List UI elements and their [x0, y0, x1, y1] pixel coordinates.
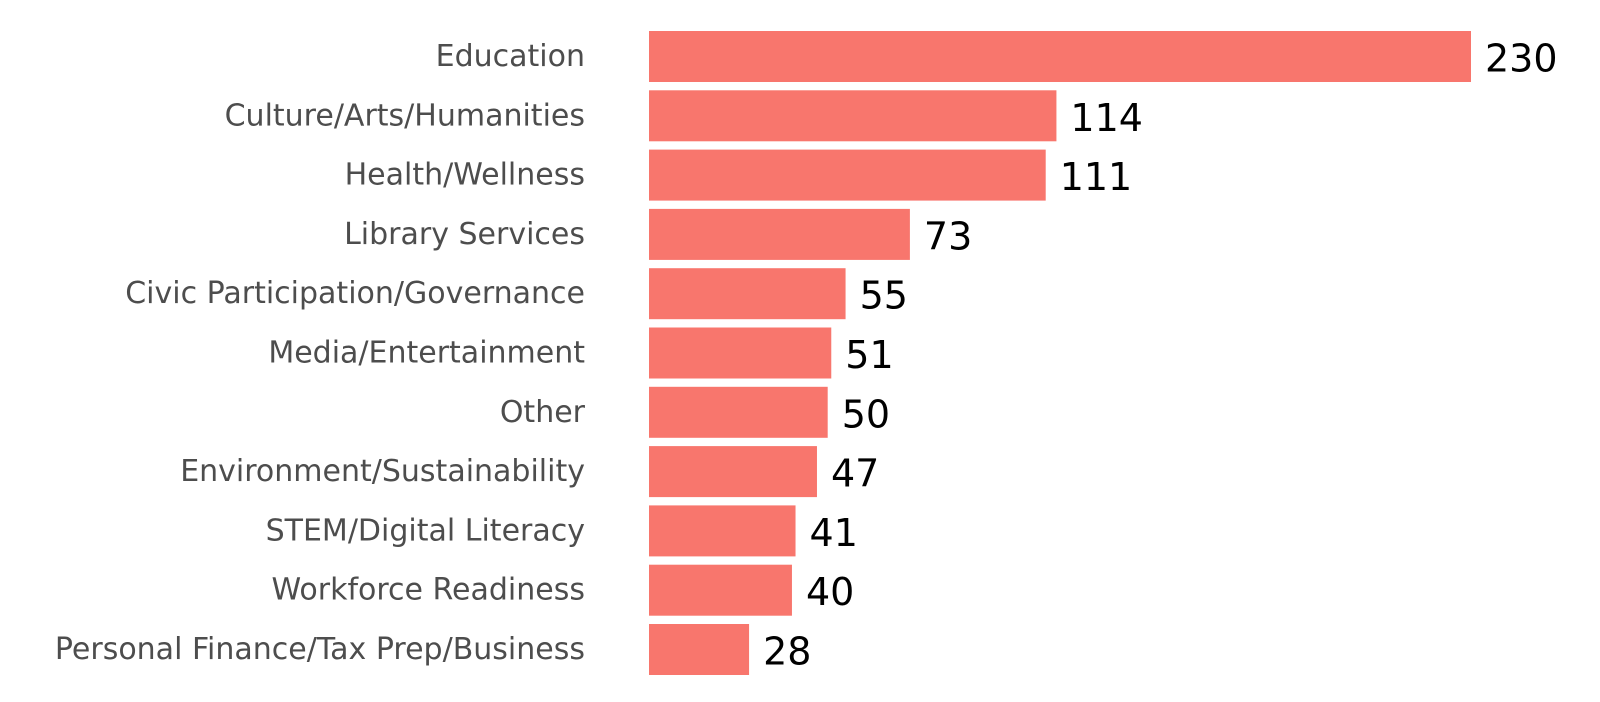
- bars-group: [649, 31, 1471, 675]
- category-label-9: Workforce Readiness: [272, 573, 586, 608]
- category-label-7: Environment/Sustainability: [180, 454, 585, 489]
- category-label-2: Health/Wellness: [345, 158, 585, 193]
- bar-9: [649, 564, 792, 616]
- category-label-5: Media/Entertainment: [268, 336, 585, 371]
- value-label-1: 114: [1070, 96, 1143, 140]
- value-label-0: 230: [1485, 37, 1558, 81]
- value-label-3: 73: [924, 214, 972, 258]
- bar-6: [649, 386, 828, 438]
- bar-8: [649, 505, 796, 557]
- value-label-2: 111: [1060, 155, 1133, 199]
- bar-3: [649, 208, 910, 260]
- category-label-0: Education: [436, 39, 585, 74]
- bar-2: [649, 149, 1046, 201]
- value-label-5: 51: [845, 333, 893, 377]
- value-label-8: 41: [810, 511, 858, 555]
- value-label-7: 47: [831, 452, 879, 496]
- value-label-10: 28: [763, 630, 811, 674]
- bar-4: [649, 268, 846, 320]
- category-label-1: Culture/Arts/Humanities: [225, 98, 585, 133]
- category-label-8: STEM/Digital Literacy: [266, 513, 585, 548]
- value-label-6: 50: [842, 392, 890, 436]
- bar-1: [649, 90, 1057, 142]
- value-label-4: 55: [860, 274, 908, 318]
- category-labels-group: Education Culture/Arts/Humanities Health/W…: [55, 39, 586, 667]
- value-labels-group: 230 114 111 73 55 51 50 47 41 40 28: [763, 37, 1557, 674]
- category-label-6: Other: [500, 395, 586, 430]
- bar-5: [649, 327, 832, 379]
- bar-0: [649, 31, 1471, 82]
- value-label-9: 40: [806, 570, 854, 614]
- category-label-10: Personal Finance/Tax Prep/Business: [55, 632, 585, 667]
- category-label-4: Civic Participation/Governance: [125, 276, 585, 311]
- bar-7: [649, 446, 817, 498]
- category-label-3: Library Services: [344, 217, 585, 252]
- bar-10: [649, 624, 750, 675]
